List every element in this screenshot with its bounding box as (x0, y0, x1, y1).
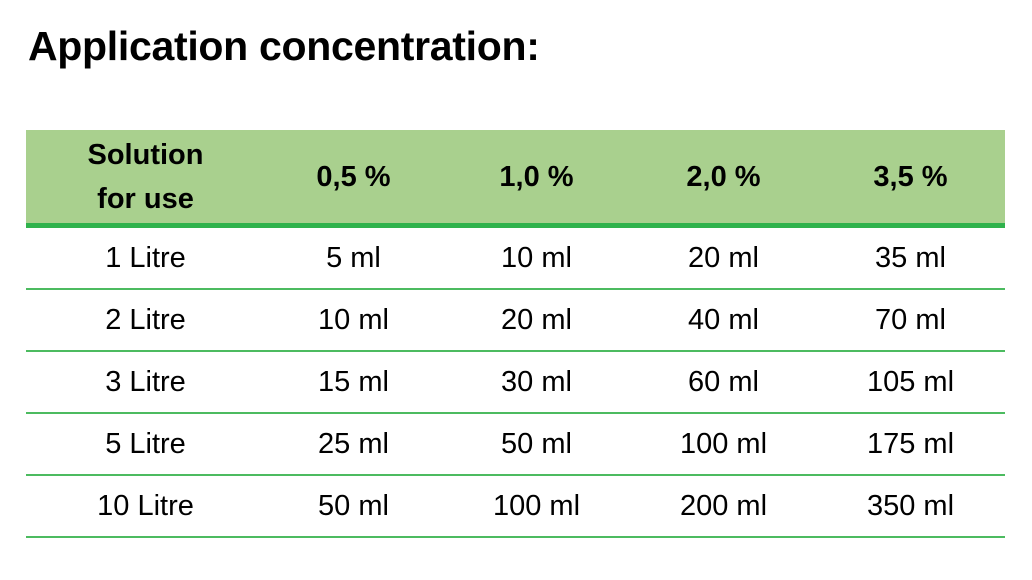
row-volume-cell: 1 Litre (26, 225, 265, 290)
row-volume-cell: 5 Litre (26, 413, 265, 476)
table-row: 3 Litre 15 ml 30 ml 60 ml 105 ml (26, 351, 1005, 414)
table-row: 5 Litre 25 ml 50 ml 100 ml 175 ml (26, 413, 1005, 476)
dose-cell: 20 ml (442, 289, 631, 352)
table-body: 1 Litre 5 ml 10 ml 20 ml 35 ml 2 Litre 1… (26, 225, 1005, 538)
dose-cell: 5 ml (265, 225, 442, 290)
dose-cell: 10 ml (265, 289, 442, 352)
header-solution-line1: Solution (87, 138, 204, 171)
header-cell-3-5-percent: 3,5 % (816, 130, 1005, 228)
page-title: Application concentration: (28, 23, 540, 69)
header-cell-0-5-percent: 0,5 % (265, 130, 442, 228)
header-row: Solution for use 0,5 % 1,0 % 2,0 % 3,5 % (26, 130, 1005, 228)
dose-cell: 50 ml (442, 413, 631, 476)
header-cell-2-0-percent: 2,0 % (631, 130, 816, 228)
header-cell-1-0-percent: 1,0 % (442, 130, 631, 228)
dose-cell: 25 ml (265, 413, 442, 476)
row-volume-cell: 10 Litre (26, 475, 265, 538)
dose-cell: 60 ml (631, 351, 816, 414)
dose-cell: 350 ml (816, 475, 1005, 538)
table-header: Solution for use 0,5 % 1,0 % 2,0 % 3,5 % (26, 130, 1005, 228)
dose-cell: 40 ml (631, 289, 816, 352)
table-row: 2 Litre 10 ml 20 ml 40 ml 70 ml (26, 289, 1005, 352)
dose-cell: 15 ml (265, 351, 442, 414)
row-volume-cell: 2 Litre (26, 289, 265, 352)
table-row: 10 Litre 50 ml 100 ml 200 ml 350 ml (26, 475, 1005, 538)
concentration-table: Solution for use 0,5 % 1,0 % 2,0 % 3,5 %… (26, 130, 1005, 538)
dose-cell: 35 ml (816, 225, 1005, 290)
dose-cell: 70 ml (816, 289, 1005, 352)
row-volume-cell: 3 Litre (26, 351, 265, 414)
header-solution-line2: for use (97, 182, 194, 215)
dose-cell: 200 ml (631, 475, 816, 538)
dose-cell: 10 ml (442, 225, 631, 290)
header-cell-solution: Solution for use (26, 130, 265, 228)
dose-cell: 30 ml (442, 351, 631, 414)
dose-cell: 175 ml (816, 413, 1005, 476)
table-row: 1 Litre 5 ml 10 ml 20 ml 35 ml (26, 225, 1005, 290)
dose-cell: 100 ml (631, 413, 816, 476)
dose-cell: 50 ml (265, 475, 442, 538)
dose-cell: 20 ml (631, 225, 816, 290)
dose-cell: 100 ml (442, 475, 631, 538)
dose-cell: 105 ml (816, 351, 1005, 414)
